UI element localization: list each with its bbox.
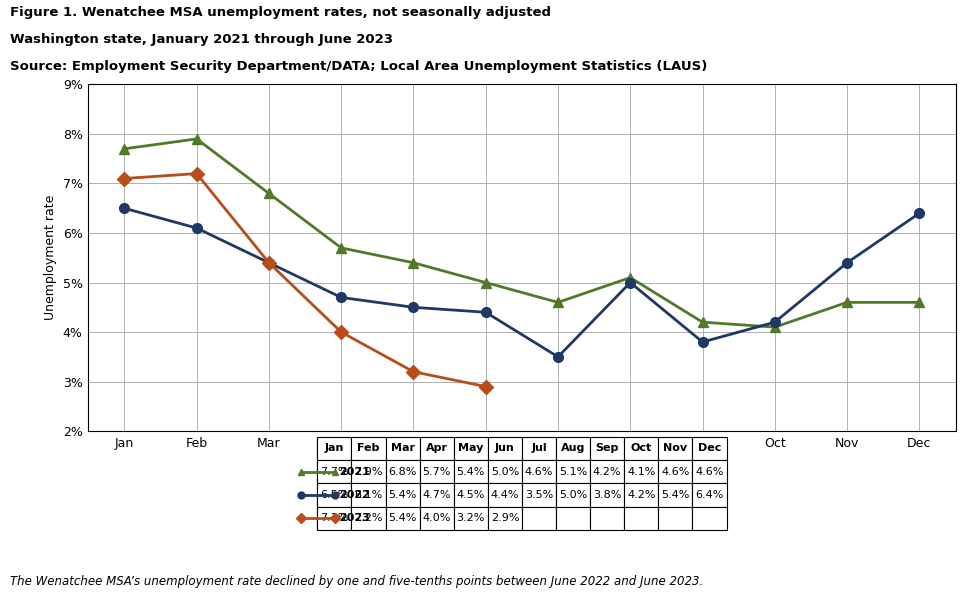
Text: The Wenatchee MSA’s unemployment rate declined by one and five-tenths points bet: The Wenatchee MSA’s unemployment rate de…	[10, 575, 703, 588]
Text: 2022: 2022	[339, 490, 369, 500]
Y-axis label: Unemployment rate: Unemployment rate	[44, 195, 57, 320]
Text: Figure 1. Wenatchee MSA unemployment rates, not seasonally adjusted: Figure 1. Wenatchee MSA unemployment rat…	[10, 6, 551, 19]
Text: 2023: 2023	[339, 513, 369, 523]
Text: 2021: 2021	[339, 467, 369, 476]
Text: Washington state, January 2021 through June 2023: Washington state, January 2021 through J…	[10, 33, 393, 46]
Text: Source: Employment Security Department/DATA; Local Area Unemployment Statistics : Source: Employment Security Department/D…	[10, 60, 708, 74]
